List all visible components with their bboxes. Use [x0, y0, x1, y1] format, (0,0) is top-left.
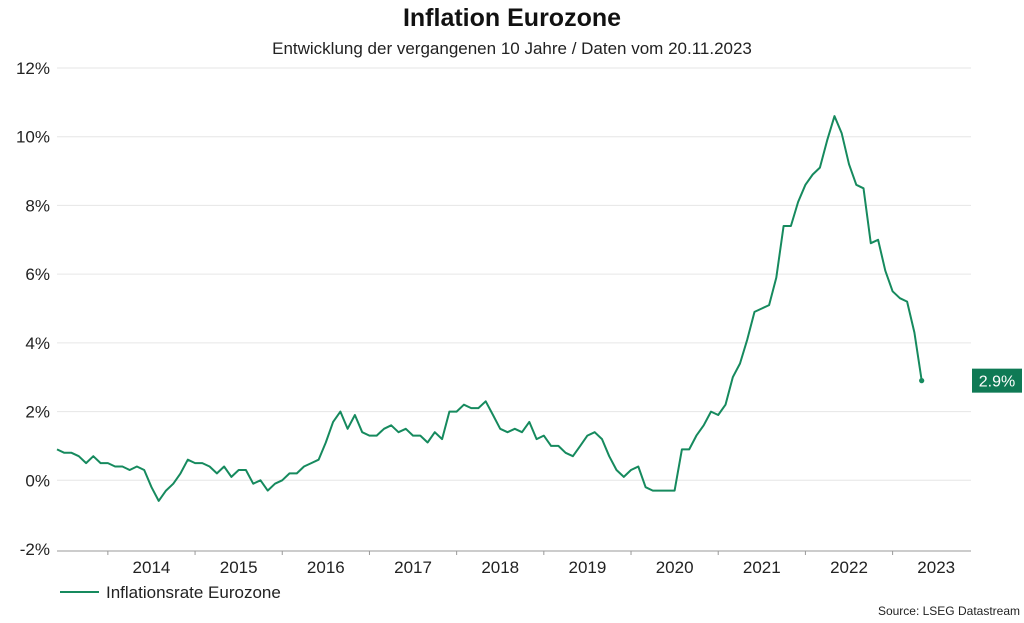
y-tick-label: -2% — [20, 540, 50, 559]
chart-subtitle: Entwicklung der vergangenen 10 Jahre / D… — [272, 39, 752, 58]
x-tick-label: 2016 — [307, 558, 345, 577]
x-tick-label: 2021 — [743, 558, 781, 577]
x-axis-ticks: 2014 2015 2016 2017 2018 2019 2020 2021 2022 2023 — [107, 551, 955, 577]
y-tick-label: 10% — [16, 128, 50, 147]
x-tick-label: 2018 — [481, 558, 519, 577]
y-tick-label: 4% — [25, 334, 50, 353]
y-tick-label: 6% — [25, 265, 50, 284]
y-axis-ticks: 12% 10% 8% 6% 4% 2% 0% -2% — [16, 59, 50, 559]
legend-label: Inflationsrate Eurozone — [106, 583, 281, 602]
end-value-label-text: 2.9% — [979, 374, 1015, 391]
y-tick-label: 8% — [25, 196, 50, 215]
series-line-inflationsrate-eurozone — [56, 115, 923, 502]
x-tick-label: 2019 — [569, 558, 607, 577]
x-tick-label: 2017 — [394, 558, 432, 577]
x-tick-label: 2014 — [133, 558, 171, 577]
source-note: Source: LSEG Datastream — [878, 604, 1020, 618]
y-tick-label: 0% — [25, 471, 50, 490]
legend: Inflationsrate Eurozone — [60, 583, 281, 602]
series-end-point — [919, 378, 925, 384]
y-tick-label: 12% — [16, 59, 50, 78]
y-tick-label: 2% — [25, 403, 50, 422]
x-tick-label: 2022 — [830, 558, 868, 577]
chart-title: Inflation Eurozone — [403, 4, 621, 32]
x-tick-label: 2020 — [656, 558, 694, 577]
gridlines — [57, 67, 971, 481]
x-tick-label: 2023 — [917, 558, 955, 577]
end-value-label-background — [972, 368, 1022, 393]
end-value-label: 2.9% — [972, 368, 1022, 393]
x-tick-label: 2015 — [220, 558, 258, 577]
